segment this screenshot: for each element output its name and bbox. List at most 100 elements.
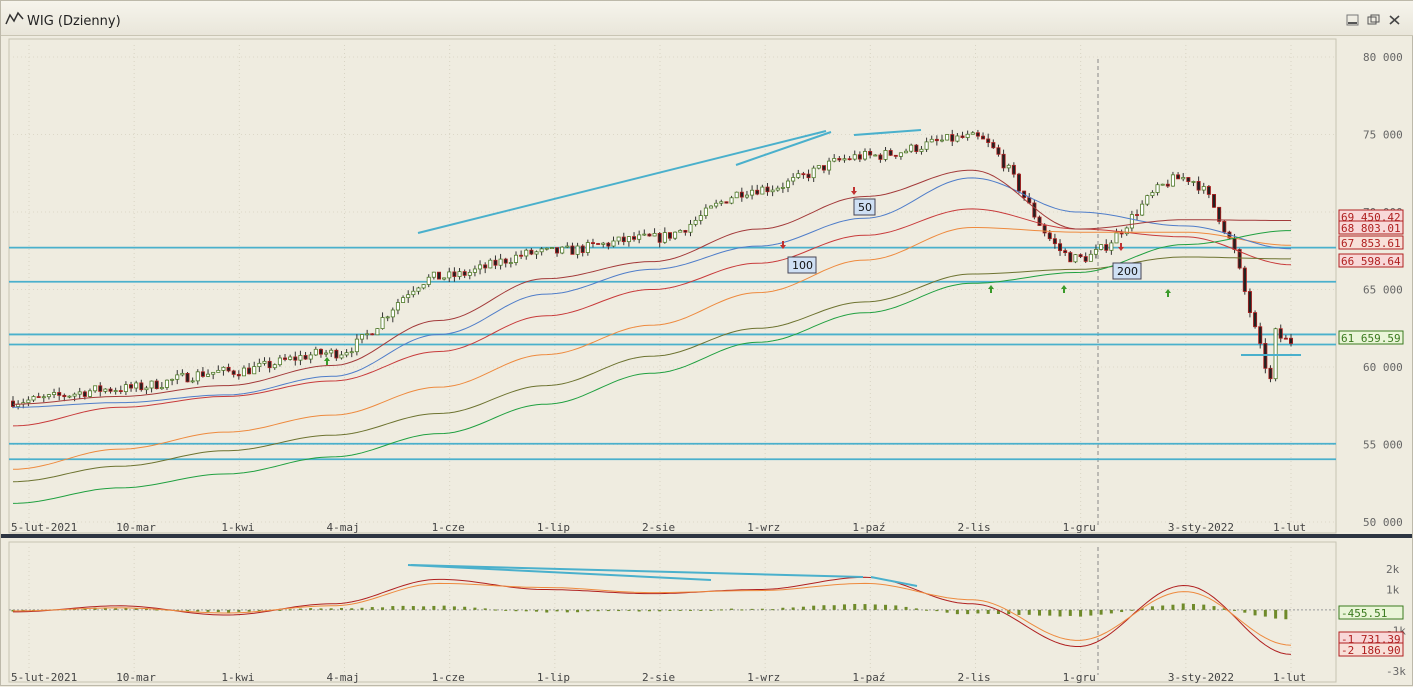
candle	[1206, 186, 1211, 195]
macd-histogram-bar	[1089, 609, 1093, 616]
candle	[996, 147, 1001, 155]
candle	[703, 207, 708, 216]
candle	[365, 333, 370, 336]
candle	[288, 356, 293, 360]
candle	[46, 394, 51, 398]
macd-histogram-bar	[730, 608, 734, 610]
candle	[791, 177, 796, 182]
x-tick-label: 1-wrz	[747, 671, 780, 684]
candle	[909, 144, 914, 152]
candle	[1212, 194, 1217, 208]
candle	[796, 173, 801, 178]
candle	[596, 243, 601, 245]
close-icon[interactable]	[1388, 14, 1402, 26]
macd-histogram-bar	[596, 609, 600, 612]
restore-icon[interactable]	[1367, 14, 1381, 26]
candle	[652, 233, 657, 237]
candle	[837, 158, 842, 161]
macd-histogram-bar	[329, 608, 333, 610]
x-tick-label: 2-sie	[642, 521, 675, 534]
candle	[816, 165, 821, 169]
candle	[637, 234, 642, 240]
candle	[72, 393, 77, 397]
candle	[1253, 312, 1258, 328]
x-tick-label: 10-mar	[116, 521, 156, 534]
candle	[262, 360, 267, 364]
candle	[575, 245, 580, 255]
macd-histogram-bar	[801, 606, 805, 610]
candle	[1093, 249, 1098, 255]
macd-histogram-bar	[1068, 609, 1072, 616]
candle	[632, 236, 637, 240]
candle	[442, 277, 447, 280]
macd-histogram-bar	[658, 609, 662, 612]
candle	[991, 142, 996, 149]
candle	[185, 372, 190, 383]
candle	[1073, 254, 1078, 263]
title-bar[interactable]: WIG (Dzienny)	[1, 1, 1413, 36]
x-tick-label: 1-lip	[537, 521, 570, 534]
annotation-box	[787, 256, 817, 274]
macd-histogram-bar	[555, 609, 559, 612]
macd-histogram-bar	[370, 607, 374, 610]
macd-histogram-bar	[740, 609, 744, 611]
candle	[503, 258, 508, 264]
macd-histogram-bar	[545, 609, 549, 613]
x-tick-label: 2-lis	[958, 671, 991, 684]
candle	[206, 373, 211, 377]
macd-histogram-bar	[678, 609, 682, 611]
macd-histogram-bar	[986, 609, 990, 614]
candle	[277, 357, 282, 366]
candle	[621, 236, 626, 243]
candle	[1129, 214, 1134, 229]
candle	[755, 189, 760, 195]
macd-histogram-bar	[237, 609, 241, 612]
candle	[447, 271, 452, 279]
macd-histogram-bar	[1171, 604, 1175, 610]
macd-histogram-bar	[1109, 609, 1113, 614]
x-tick-label: 1-lut	[1273, 521, 1306, 534]
candle	[1268, 367, 1273, 380]
x-tick-label: 2-lis	[958, 521, 991, 534]
candle	[698, 215, 703, 221]
candle	[221, 366, 226, 371]
macd-histogram-bar	[1263, 609, 1267, 617]
x-tick-label: 3-sty-2022	[1168, 671, 1234, 684]
macd-histogram-bar	[298, 608, 302, 610]
macd-histogram-bar	[432, 605, 436, 610]
candle	[683, 230, 688, 233]
macd-histogram-bar	[699, 609, 703, 611]
candle	[211, 371, 216, 375]
macd-histogram-bar	[576, 609, 580, 613]
candle	[467, 271, 472, 276]
candle	[113, 390, 118, 392]
macd-histogram-bar	[945, 609, 949, 613]
candle	[452, 271, 457, 277]
candle	[981, 135, 986, 140]
candle	[714, 202, 719, 207]
candle	[1104, 244, 1109, 251]
candle	[313, 348, 318, 356]
y-tick-label: 75 000	[1363, 129, 1403, 142]
macd-histogram-bar	[1150, 606, 1154, 610]
macd-histogram-bar	[339, 607, 343, 610]
candle	[195, 371, 200, 382]
candle	[236, 374, 241, 377]
macd-histogram-bar	[93, 607, 97, 610]
minimize-icon[interactable]	[1346, 14, 1360, 26]
macd-histogram-bar	[791, 607, 795, 610]
candle	[719, 201, 724, 204]
candle	[426, 276, 431, 285]
macd-histogram-bar	[996, 609, 1000, 614]
candle	[457, 271, 462, 277]
candle	[318, 348, 323, 355]
chart-area[interactable]: 5-lut-2021 5-lut-2021 10-mar 10-mar 1-kwi 1-k…	[1, 35, 1412, 687]
x-tick-label: 4-maj	[327, 671, 360, 684]
candle	[565, 245, 570, 248]
candle	[898, 152, 903, 157]
candle	[570, 245, 575, 255]
macd-histogram-bar	[350, 608, 354, 610]
candle	[257, 362, 262, 367]
candle	[744, 194, 749, 198]
macd-histogram-bar	[1274, 609, 1278, 619]
